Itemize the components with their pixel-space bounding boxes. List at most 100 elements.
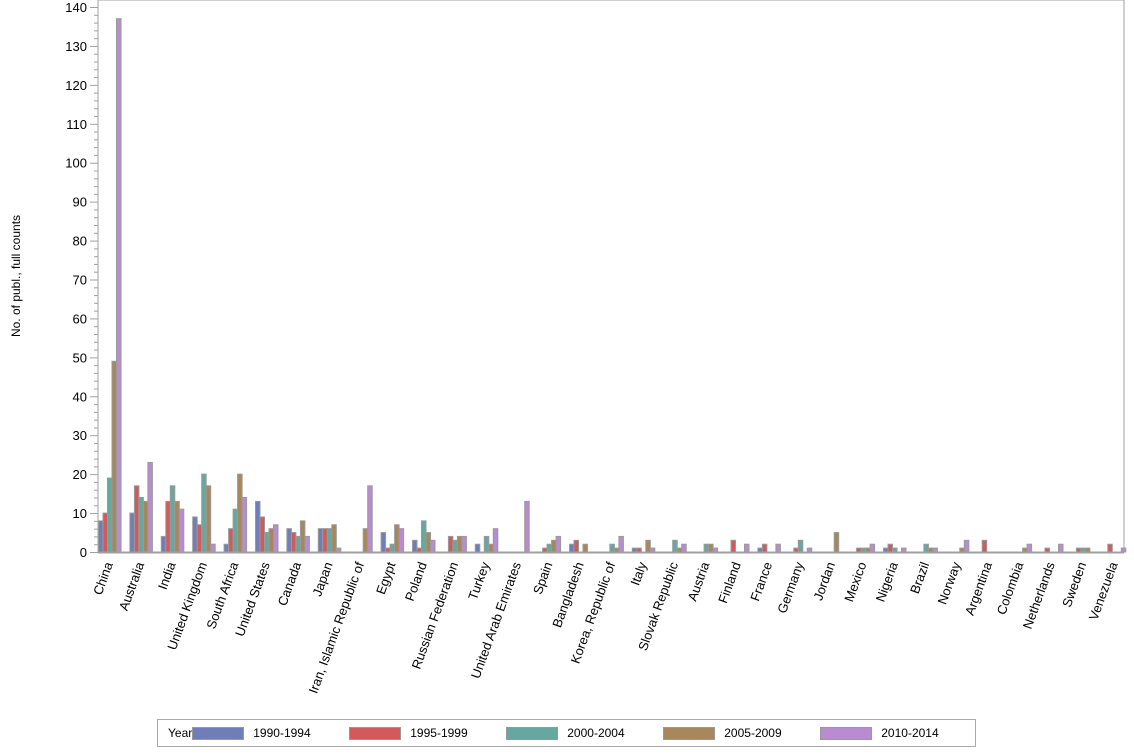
bar-1990-1994 <box>286 528 292 553</box>
bar-2005-2009 <box>362 528 369 553</box>
legend-item: 2005-2009 <box>663 726 820 740</box>
legend-swatch <box>506 726 559 740</box>
bar-1995-1999 <box>542 547 548 553</box>
bar-1990-1994 <box>192 516 198 553</box>
bar-2005-2009 <box>582 543 588 553</box>
bar-1995-1999 <box>1107 543 1113 553</box>
bar-2005-2009 <box>927 547 934 553</box>
y-tick-label: 60 <box>73 311 87 326</box>
bar-2005-2009 <box>111 360 117 553</box>
y-tick-label: 40 <box>73 389 87 404</box>
bar-2010-2014 <box>116 18 122 553</box>
bar-2010-2014 <box>524 500 530 553</box>
bar-2000-2004 <box>860 547 867 553</box>
bar-1990-1994 <box>223 543 230 553</box>
bar-2005-2009 <box>1084 547 1091 553</box>
legend-label: 1990-1994 <box>253 726 311 740</box>
bar-1990-1994 <box>569 543 575 553</box>
bar-1990-1994 <box>757 547 763 553</box>
bar-2005-2009 <box>394 524 400 553</box>
bar-2010-2014 <box>963 539 970 553</box>
bar-2005-2009 <box>299 520 306 553</box>
bar-2000-2004 <box>672 539 678 553</box>
legend-swatch <box>820 726 873 740</box>
bar-2000-2004 <box>107 477 113 553</box>
bar-2010-2014 <box>618 535 624 553</box>
bar-2005-2009 <box>645 539 651 553</box>
bar-2010-2014 <box>555 535 562 553</box>
y-tick-label: 140 <box>65 0 87 15</box>
bar-1995-1999 <box>102 512 108 553</box>
bar-2005-2009 <box>456 535 463 553</box>
bar-2005-2009 <box>268 528 274 553</box>
bar-2010-2014 <box>712 547 719 553</box>
bar-2010-2014 <box>649 547 656 553</box>
bar-1990-1994 <box>98 520 104 553</box>
bar-2010-2014 <box>1026 543 1033 553</box>
y-tick-label: 70 <box>73 273 87 288</box>
bar-1990-1994 <box>883 547 889 553</box>
x-tick-label: Netherlands <box>1020 559 1058 630</box>
bar-2010-2014 <box>1120 547 1127 553</box>
legend-swatch <box>192 726 245 740</box>
bar-1990-1994 <box>412 539 418 553</box>
bar-2010-2014 <box>744 543 750 553</box>
bar-2000-2004 <box>546 543 553 553</box>
x-tick-label: Mexico <box>841 560 869 604</box>
bar-2000-2004 <box>483 535 490 553</box>
bar-2010-2014 <box>147 461 153 553</box>
bar-2005-2009 <box>488 543 494 553</box>
bar-1995-1999 <box>416 547 422 553</box>
bar-2000-2004 <box>264 532 270 553</box>
bar-1995-1999 <box>573 539 579 553</box>
x-tick-label: Jordan <box>810 560 838 602</box>
bar-2005-2009 <box>865 547 871 553</box>
bar-1995-1999 <box>793 547 799 553</box>
bar-1995-1999 <box>856 547 862 553</box>
legend-label: 1995-1999 <box>410 726 468 740</box>
x-tick-label: China <box>90 559 116 597</box>
bar-1995-1999 <box>196 524 203 553</box>
y-tick-label: 80 <box>73 234 87 249</box>
bar-2010-2014 <box>1058 543 1064 553</box>
bar-2000-2004 <box>609 543 615 553</box>
bar-1995-1999 <box>981 539 988 553</box>
bar-2010-2014 <box>335 547 342 553</box>
legend-item: 2000-2004 <box>506 726 663 740</box>
bar-2000-2004 <box>232 508 239 553</box>
plot-frame <box>97 0 1125 553</box>
x-tick-label: Finland <box>715 560 744 605</box>
x-tick-label: Egypt <box>373 560 399 597</box>
bar-2005-2009 <box>613 547 620 553</box>
bar-2000-2004 <box>892 547 898 553</box>
x-tick-label: Poland <box>402 560 430 603</box>
x-tick-label: Argentina <box>962 559 995 617</box>
y-tick-label: 130 <box>65 39 87 54</box>
y-tick-label: 50 <box>73 350 87 365</box>
bar-2010-2014 <box>901 547 907 553</box>
bar-1995-1999 <box>447 535 454 553</box>
legend-item: 1990-1994 <box>192 726 349 740</box>
bar-2010-2014 <box>806 547 813 553</box>
bar-2005-2009 <box>551 539 557 553</box>
y-tick-label: 0 <box>80 545 87 560</box>
x-tick-label: Colombia <box>994 559 1027 616</box>
bar-1990-1994 <box>129 512 135 553</box>
bar-2005-2009 <box>237 473 243 553</box>
bar-2000-2004 <box>326 528 333 553</box>
bar-2010-2014 <box>775 543 781 553</box>
bar-1995-1999 <box>259 516 265 553</box>
bar-2000-2004 <box>703 543 710 553</box>
bar-2005-2009 <box>425 532 431 553</box>
legend-label: 2005-2009 <box>724 726 782 740</box>
y-tick-label: 110 <box>66 117 87 132</box>
bar-1995-1999 <box>322 528 328 553</box>
bar-2010-2014 <box>273 524 279 553</box>
bar-2010-2014 <box>681 543 687 553</box>
bar-2010-2014 <box>430 539 436 553</box>
x-tick-label: Australia <box>116 559 148 612</box>
bar-2005-2009 <box>676 547 683 553</box>
bar-2010-2014 <box>869 543 876 553</box>
legend-label: 2010-2014 <box>881 726 939 740</box>
bar-2010-2014 <box>367 485 373 553</box>
